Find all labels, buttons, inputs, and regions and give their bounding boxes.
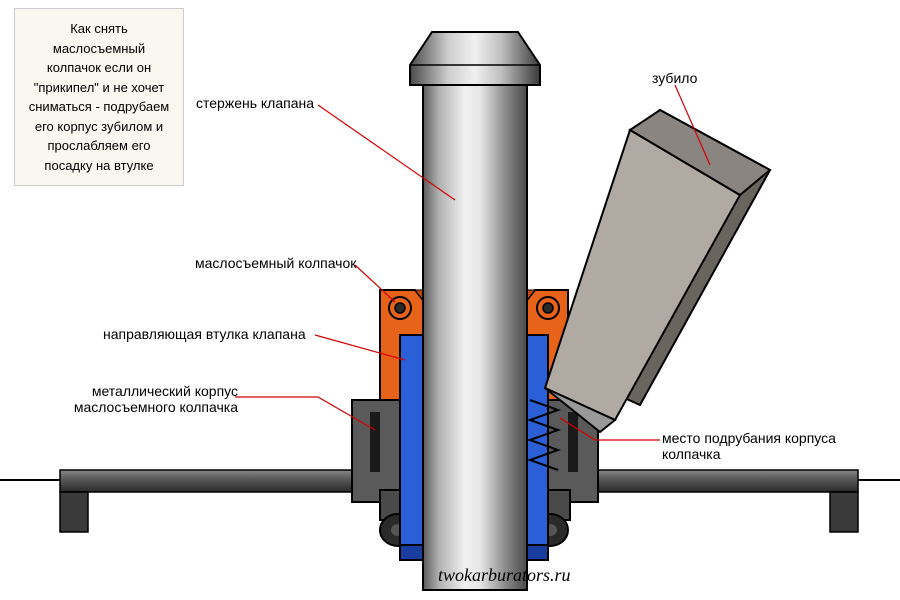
label-chisel: зубило (652, 70, 697, 86)
label-stem: стержень клапана (196, 95, 314, 111)
watermark: twokarburators.ru (438, 565, 571, 586)
label-seal: маслосъемный колпачок (195, 255, 356, 271)
info-box: Как снять маслосъемный колпачок если он … (14, 8, 184, 186)
info-box-text: Как снять маслосъемный колпачок если он … (29, 21, 170, 173)
label-metal-body: металлический корпус маслосъемного колпа… (63, 383, 238, 415)
valve-stem (410, 32, 540, 590)
chisel (545, 110, 770, 432)
label-guide: направляющая втулка клапана (103, 326, 306, 342)
label-cut-place: место подрубания корпуса колпачка (662, 430, 882, 462)
